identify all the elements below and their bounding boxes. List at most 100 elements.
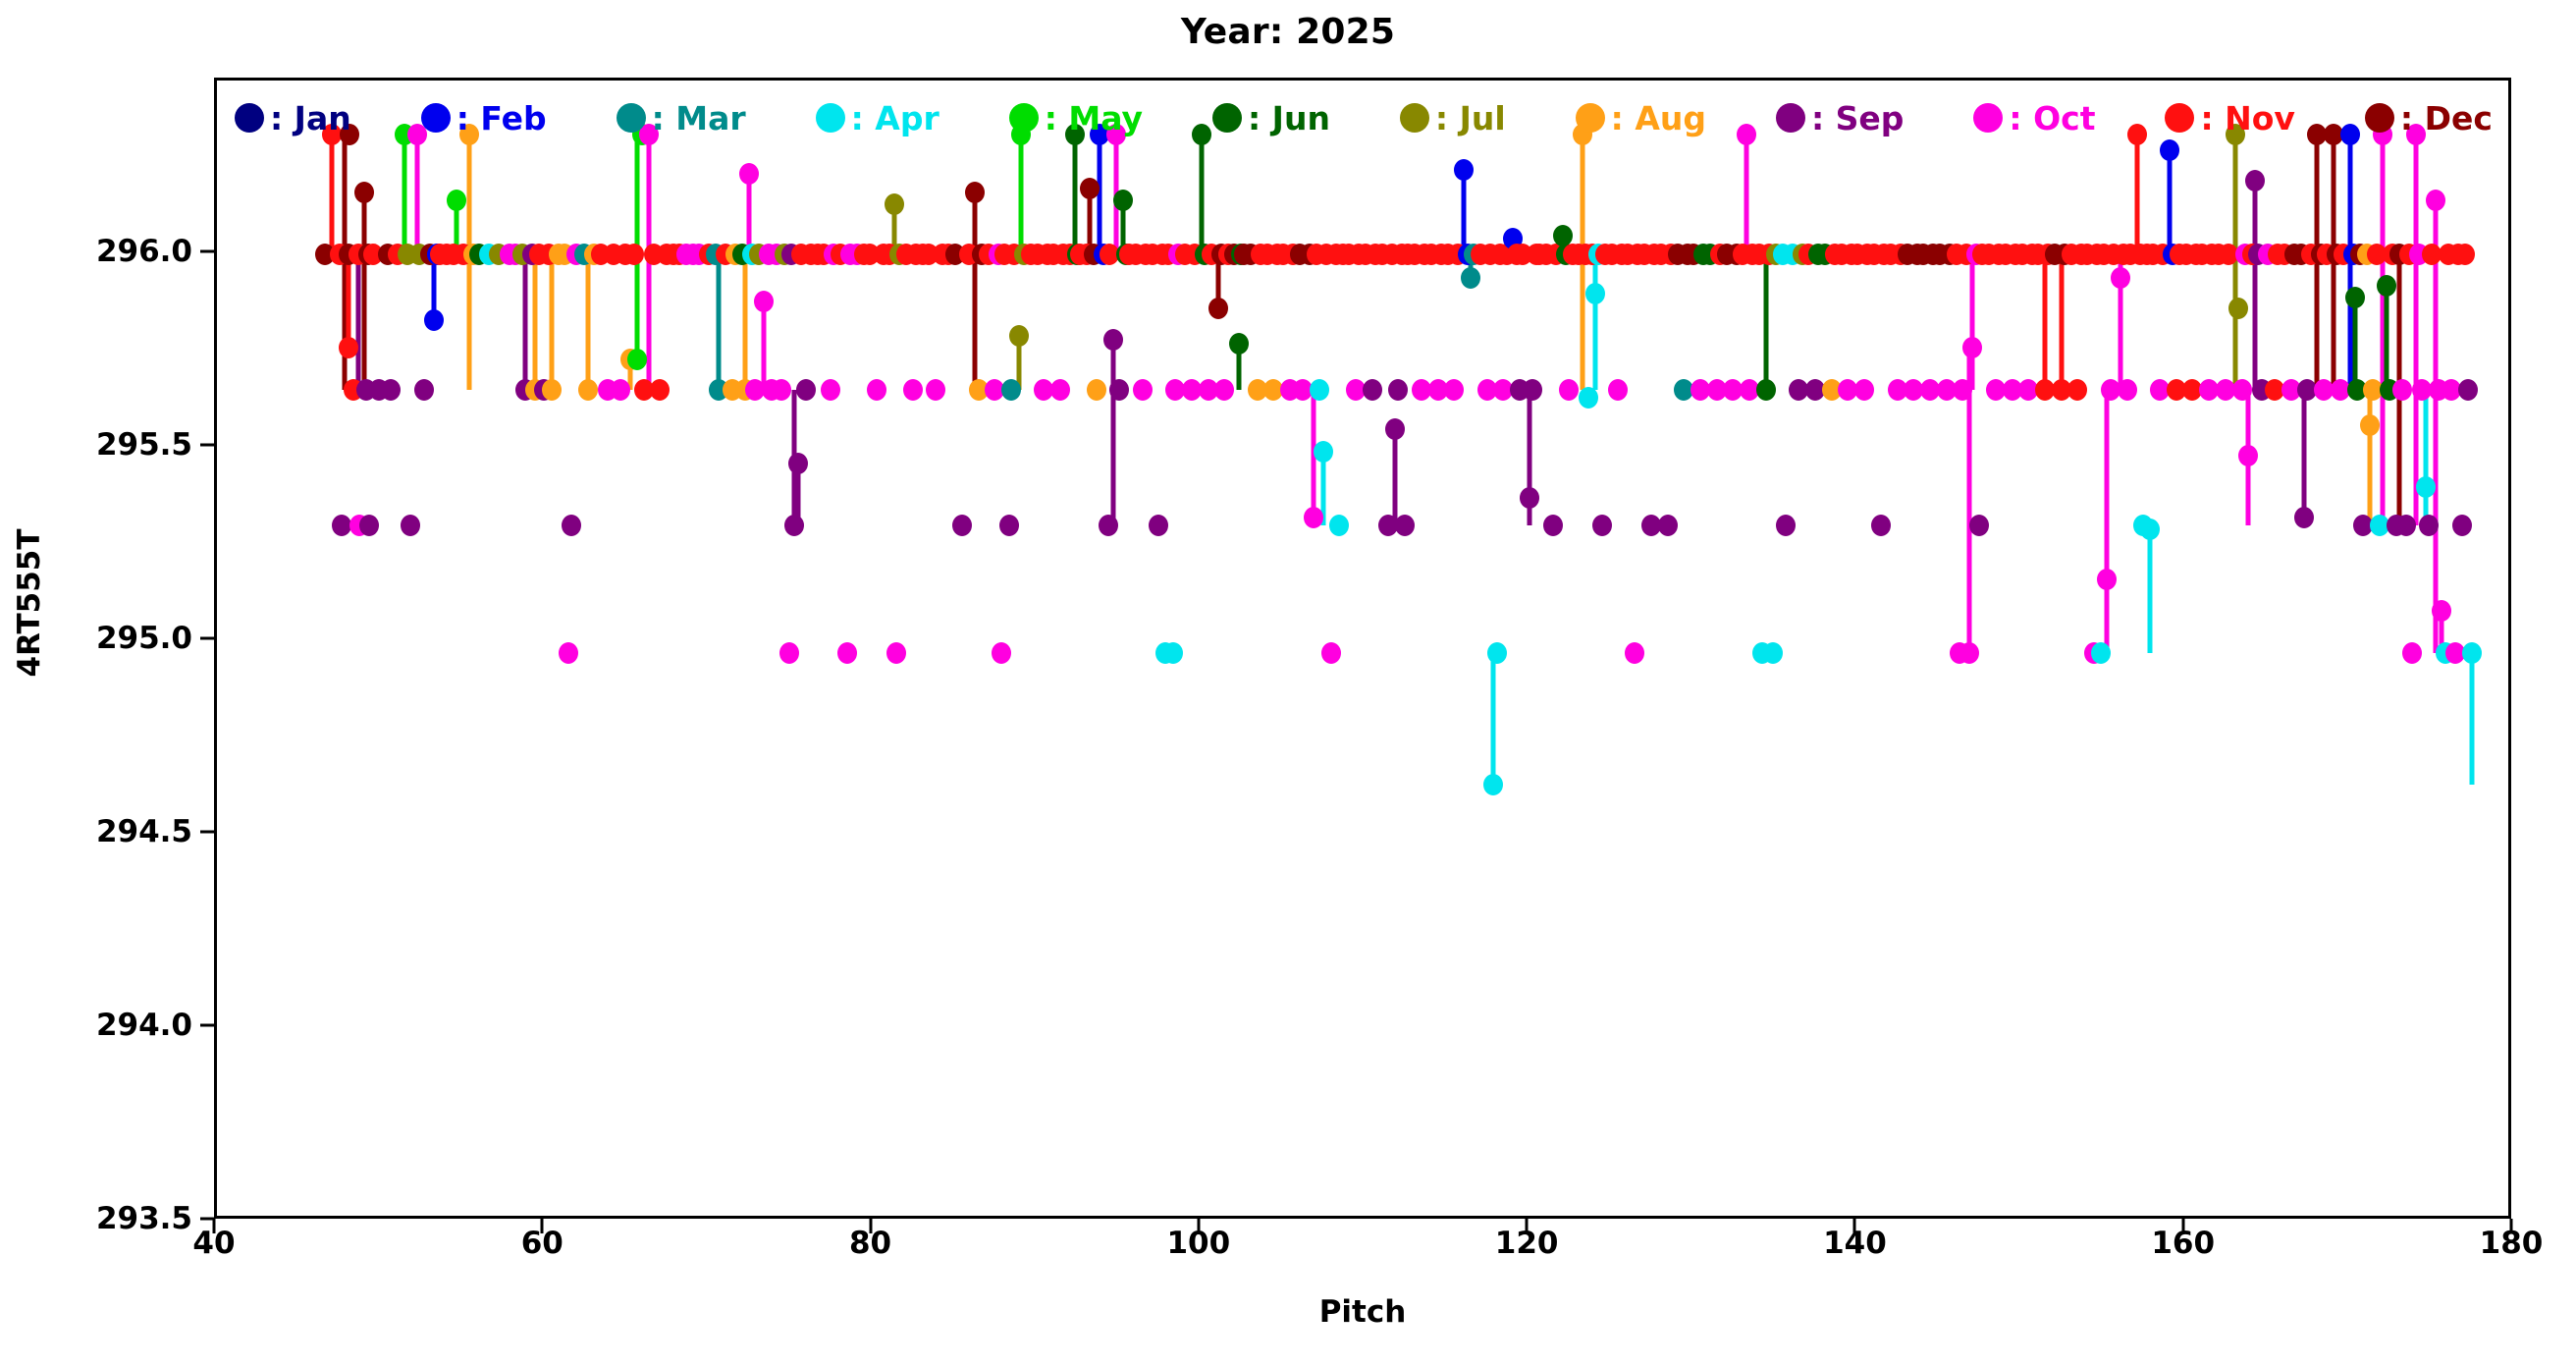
stem-line	[761, 301, 767, 391]
stem-line	[585, 254, 591, 391]
data-point	[1552, 224, 1573, 246]
data-point	[1385, 417, 1406, 440]
stem-line	[1215, 254, 1221, 309]
data-point	[413, 379, 434, 402]
data-point	[362, 244, 383, 266]
data-point	[2126, 124, 2147, 146]
y-tick-mark	[200, 636, 215, 640]
data-point	[1444, 379, 1465, 402]
data-point	[322, 124, 342, 146]
data-point	[2002, 379, 2022, 402]
stem-line	[522, 254, 528, 391]
stem-line	[1236, 343, 1242, 391]
data-point	[886, 641, 906, 664]
data-point	[1904, 379, 1924, 402]
stem-line	[1097, 135, 1102, 255]
stem-line	[1461, 169, 1467, 255]
data-point	[1303, 507, 1323, 529]
data-point	[2149, 379, 2170, 402]
stem-line	[2423, 390, 2429, 525]
data-point	[821, 379, 841, 402]
data-point	[968, 379, 989, 402]
data-point	[354, 182, 375, 204]
stem-line	[2469, 652, 2475, 785]
stem-line	[2118, 254, 2123, 391]
data-point	[1411, 379, 1431, 402]
data-point	[541, 379, 562, 402]
data-point	[381, 379, 402, 402]
data-point	[902, 379, 923, 402]
data-point	[2294, 507, 2315, 529]
stem-line	[1490, 652, 1496, 785]
data-point	[1838, 379, 1858, 402]
data-point	[2405, 124, 2426, 146]
data-point	[2264, 379, 2284, 402]
data-point	[1854, 379, 1875, 402]
data-point	[1486, 641, 1507, 664]
data-point	[2442, 379, 2462, 402]
stem-line	[2147, 528, 2153, 653]
data-point	[926, 379, 946, 402]
data-point	[1105, 124, 1126, 146]
y-tick-label: 294.0	[95, 1008, 192, 1044]
data-point	[2346, 379, 2367, 402]
data-point	[1329, 514, 1350, 536]
data-point	[2412, 379, 2433, 402]
data-layer	[217, 81, 2508, 1216]
data-point	[745, 379, 766, 402]
data-point	[779, 641, 800, 664]
data-point	[2395, 514, 2416, 536]
data-point	[2166, 379, 2186, 402]
stem-line	[2104, 390, 2110, 653]
y-tick-mark	[200, 249, 215, 253]
data-point	[2314, 379, 2334, 402]
data-point	[1293, 379, 1314, 402]
data-point	[1395, 514, 1416, 536]
stem-line	[891, 204, 897, 255]
y-tick-label: 295.5	[95, 427, 192, 464]
data-point	[2231, 379, 2252, 402]
data-point	[1740, 379, 1760, 402]
plot-area: : Jan: Feb: Mar: Apr: May: Jun: Jul: Aug…	[214, 78, 2511, 1219]
data-point	[1706, 379, 1727, 402]
data-point	[784, 514, 805, 536]
data-point	[2366, 244, 2387, 266]
data-point	[1050, 379, 1071, 402]
data-point	[1080, 178, 1100, 200]
stem-line	[329, 135, 335, 255]
data-point	[338, 336, 358, 358]
data-point	[836, 641, 857, 664]
stem-line	[2059, 254, 2065, 391]
data-point	[1523, 379, 1543, 402]
stem-line	[1527, 390, 1532, 525]
data-point	[2100, 379, 2120, 402]
data-point	[2330, 379, 2350, 402]
data-point	[1953, 379, 1973, 402]
data-point	[1427, 379, 1448, 402]
x-tick-label: 180	[2479, 1226, 2544, 1261]
page-title: Year: 2025	[1180, 12, 1396, 52]
x-tick-mark	[2509, 1219, 2513, 1233]
data-point	[1165, 379, 1186, 402]
stem-line	[2380, 135, 2386, 525]
stem-line	[454, 200, 459, 255]
data-point	[2018, 379, 2039, 402]
y-tick-label: 295.0	[95, 621, 192, 657]
data-point	[1362, 379, 1382, 402]
data-point	[1579, 386, 1599, 409]
data-point	[2225, 124, 2245, 146]
stem-line	[1969, 254, 1975, 391]
x-tick-mark	[1197, 1219, 1201, 1233]
data-point	[2461, 641, 2482, 664]
data-point	[1870, 514, 1891, 536]
stem-line	[2167, 149, 2173, 255]
data-point	[633, 379, 654, 402]
data-point	[2369, 514, 2389, 536]
stem-line	[1763, 254, 1769, 391]
data-point	[2324, 124, 2344, 146]
stem-line	[402, 135, 407, 255]
x-tick-mark	[540, 1219, 544, 1233]
data-point	[1962, 336, 1983, 358]
stem-line	[1592, 254, 1598, 391]
stem-line	[627, 358, 633, 391]
